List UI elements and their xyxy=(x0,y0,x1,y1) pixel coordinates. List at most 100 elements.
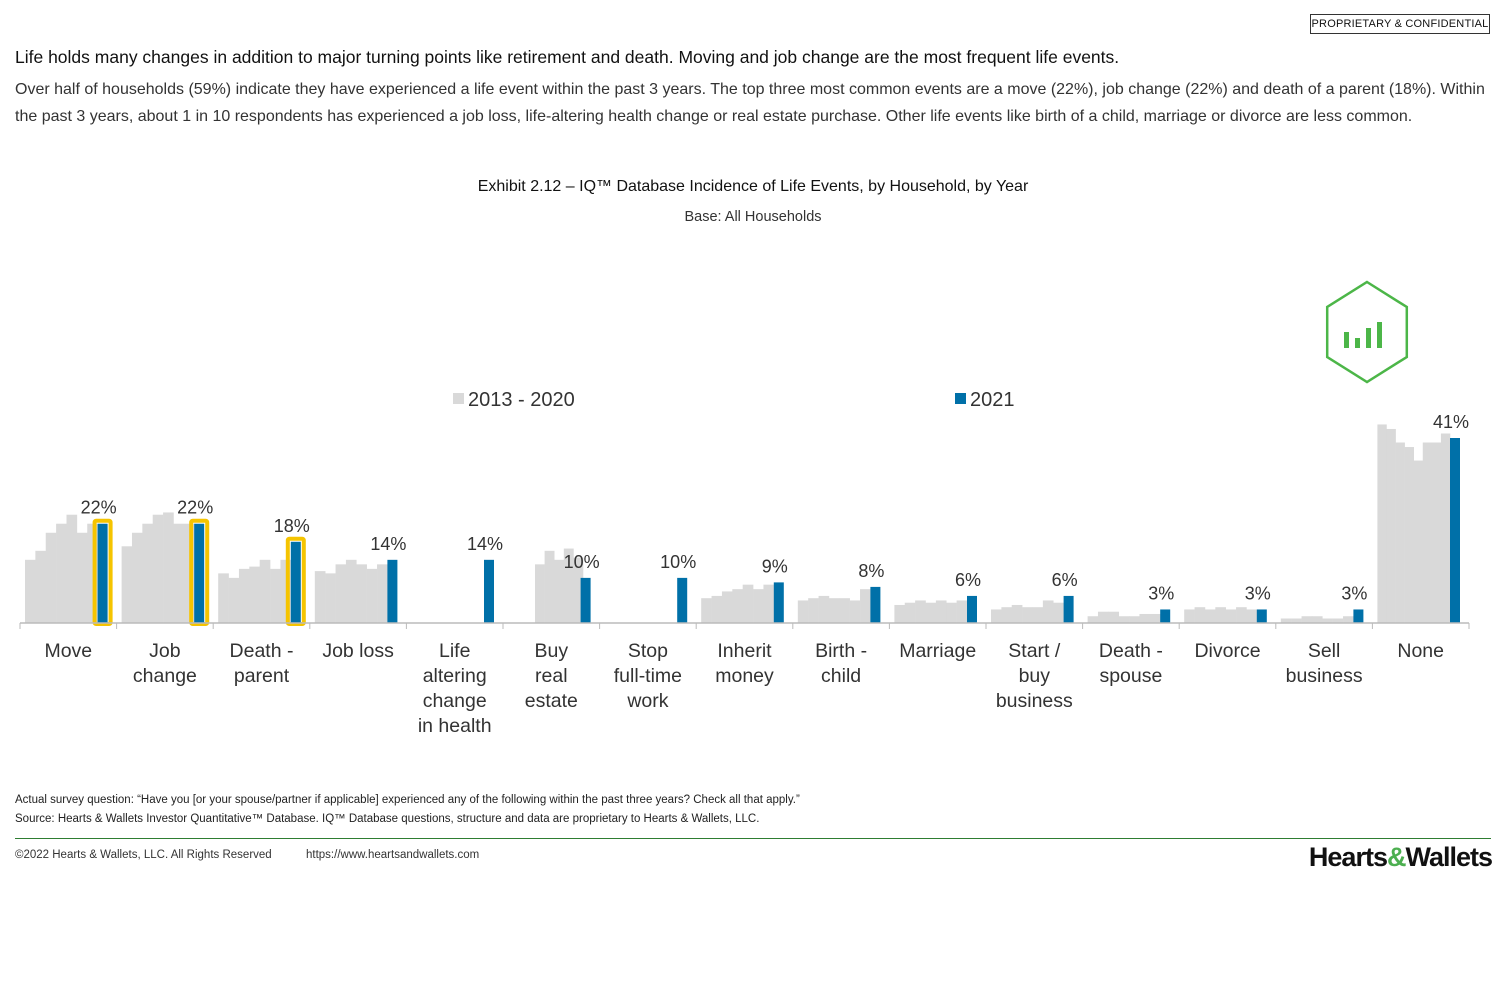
category-label: money xyxy=(715,665,774,687)
website-link[interactable]: https://www.heartsandwallets.com xyxy=(306,849,480,861)
history-bar xyxy=(121,546,133,623)
history-bar xyxy=(1280,618,1292,623)
category-label: None xyxy=(1397,640,1444,662)
current-bar xyxy=(387,559,398,623)
history-bar xyxy=(1404,447,1414,623)
icon-bar xyxy=(1366,328,1371,348)
data-label: 14% xyxy=(370,534,406,554)
history-bar xyxy=(56,523,67,623)
history-bar xyxy=(1440,433,1451,623)
history-bar xyxy=(183,523,195,623)
history-bar xyxy=(314,571,326,623)
legend-swatch-current xyxy=(955,393,966,404)
history-bar xyxy=(366,568,378,623)
data-label: 8% xyxy=(858,561,884,581)
history-bar xyxy=(915,600,926,623)
history-bar xyxy=(894,604,906,623)
data-label: 3% xyxy=(1341,583,1367,603)
current-bar xyxy=(773,582,784,623)
life-events-chart: 22% Move 22% Job change 18% Death - parent 14% Jo… xyxy=(19,280,1470,737)
history-bar xyxy=(259,559,271,623)
history-bar xyxy=(356,564,367,623)
legend-swatch-history xyxy=(453,393,464,404)
current-bar xyxy=(967,595,977,623)
history-bar xyxy=(554,559,565,623)
history-bar xyxy=(535,564,545,623)
category-label: in health xyxy=(418,715,492,737)
data-label: 3% xyxy=(1245,583,1271,603)
history-bar xyxy=(797,600,809,623)
history-bar xyxy=(1194,607,1206,623)
category-label: Life xyxy=(439,640,470,662)
history-bar xyxy=(280,559,292,623)
icon-bar xyxy=(1355,338,1360,348)
category-label: Death - xyxy=(1099,640,1163,662)
category-label: Start / xyxy=(1008,640,1061,662)
bar-chart-hex-icon xyxy=(1325,280,1409,384)
history-bar xyxy=(76,532,88,623)
category-label: buy xyxy=(1019,665,1051,687)
confidential-badge: PROPRIETARY & CONFIDENTIAL xyxy=(1310,14,1490,34)
data-label: 10% xyxy=(564,552,600,572)
history-bar xyxy=(1395,442,1405,623)
highlight-frame xyxy=(285,536,306,627)
history-bar xyxy=(238,568,250,623)
category-label: Birth - xyxy=(815,640,867,662)
history-bar xyxy=(45,532,57,623)
history-bar xyxy=(1022,607,1033,623)
history-bar xyxy=(249,566,260,623)
hearts-wallets-logo: Hearts&Wallets xyxy=(1309,842,1493,873)
history-bar xyxy=(218,573,229,623)
legend-label-history: 2013 - 2020 xyxy=(468,389,575,411)
history-bar xyxy=(173,523,185,623)
intro-paragraph: Over half of households (59%) indicate t… xyxy=(15,81,1485,125)
history-bar xyxy=(849,600,861,623)
history-bar xyxy=(1118,616,1130,623)
data-label: 3% xyxy=(1148,583,1174,603)
history-bar xyxy=(1011,604,1023,623)
category-label: Marriage xyxy=(899,640,976,662)
category-label: altering xyxy=(423,665,487,687)
history-bar xyxy=(1042,600,1054,623)
history-bar xyxy=(1322,618,1333,623)
category-label: business xyxy=(996,690,1073,712)
category-label: Stop xyxy=(628,640,668,662)
current-bar xyxy=(97,523,108,623)
history-bar xyxy=(818,595,830,623)
category-label: Buy xyxy=(534,640,568,662)
history-bar xyxy=(335,564,347,623)
current-bar xyxy=(1063,595,1074,623)
history-bar xyxy=(753,589,764,623)
data-label: 41% xyxy=(1433,412,1469,432)
highlight-frame xyxy=(189,518,210,626)
history-bar xyxy=(1332,618,1344,623)
history-bar xyxy=(1236,607,1247,623)
category-label: Death - xyxy=(230,640,294,662)
category-label: Job loss xyxy=(322,640,394,662)
current-bar xyxy=(677,577,688,623)
history-bar xyxy=(808,598,819,623)
highlight-frame xyxy=(92,518,113,626)
footer-divider xyxy=(15,838,1491,839)
history-bar xyxy=(325,573,336,623)
history-bar xyxy=(1053,602,1064,623)
category-label: Sell xyxy=(1308,640,1341,662)
logo-ampersand: & xyxy=(1386,842,1406,872)
history-bar xyxy=(1108,611,1120,623)
history-bar xyxy=(163,512,174,623)
history-bar xyxy=(991,609,1002,623)
history-bar xyxy=(377,564,388,623)
history-bar xyxy=(742,584,754,623)
history-bar xyxy=(152,514,164,623)
history-bar xyxy=(142,523,154,623)
data-label: 22% xyxy=(177,498,213,518)
history-bar xyxy=(763,584,775,623)
legend-label-current: 2021 xyxy=(970,389,1015,411)
history-bar xyxy=(573,557,584,623)
category-label: parent xyxy=(234,665,290,687)
category-label: full-time xyxy=(614,665,682,687)
history-bar xyxy=(935,600,947,623)
data-label: 10% xyxy=(660,552,696,572)
history-bar xyxy=(711,595,723,623)
history-bar xyxy=(904,602,916,623)
